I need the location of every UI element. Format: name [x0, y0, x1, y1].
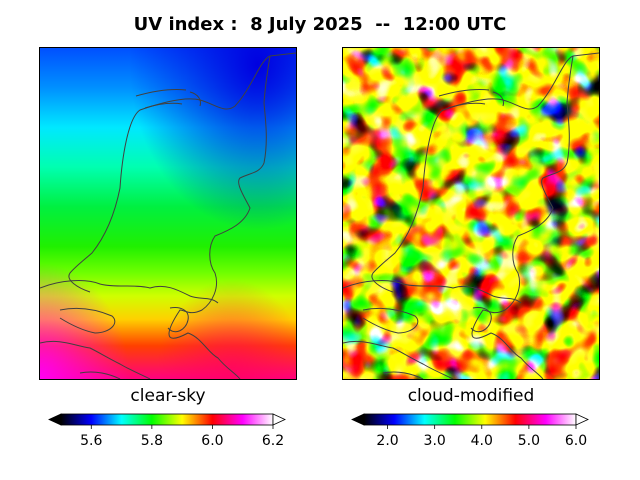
colorbar-tick-label: 2.0 [376, 433, 398, 449]
clear-sky-map [39, 47, 297, 380]
colorbar-extend-high [575, 413, 589, 426]
cloud-modified-colorbar: 2.0 3.0 4.0 5.0 6.0 [351, 412, 592, 462]
colorbar-gradient [60, 413, 274, 426]
colorbar-tick-label: 6.0 [201, 433, 223, 449]
country-boundaries [40, 52, 296, 379]
colorbar-extend-high [272, 413, 286, 426]
colorbar-tick-label: 6.2 [262, 433, 284, 449]
colorbar-tick-label: 5.8 [141, 433, 163, 449]
colorbar-tick-label: 4.0 [471, 433, 493, 449]
colorbar-extend-low [48, 413, 62, 426]
colorbar-tick-label: 6.0 [565, 433, 587, 449]
colorbar-tick-label: 5.0 [518, 433, 540, 449]
colorbar-extend-low [351, 413, 365, 426]
cloud-modified-map [342, 47, 600, 380]
country-boundaries [343, 52, 599, 379]
cloud-modified-field [343, 48, 599, 379]
clear-sky-colorbar: 5.6 5.8 6.0 6.2 [48, 412, 289, 462]
colorbar-tick-label: 3.0 [424, 433, 446, 449]
colorbar-tick-label: 5.6 [80, 433, 102, 449]
clear-sky-field [40, 48, 296, 379]
cloud-modified-label: cloud-modified [407, 386, 535, 406]
colorbar-gradient [363, 413, 577, 426]
clear-sky-label: clear-sky [130, 386, 206, 406]
figure-title: UV index : 8 July 2025 -- 12:00 UTC [133, 14, 507, 35]
